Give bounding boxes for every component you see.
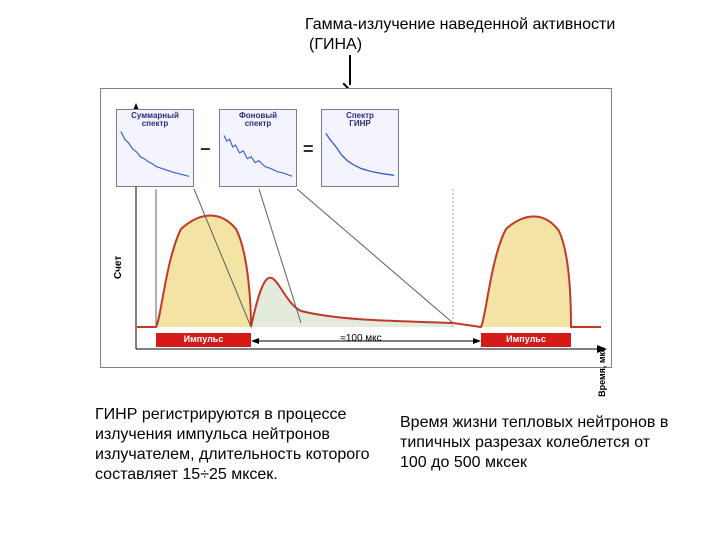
minus-op: −: [200, 139, 211, 160]
equals-op: =: [303, 139, 314, 160]
inset-bg-spectrum: Фоновый спектр: [219, 109, 297, 187]
inset-sum-svg: [117, 110, 193, 186]
inset-ginr-svg: [322, 110, 398, 186]
x-axis-label-text: Время, мкс: [597, 347, 607, 397]
title: Гамма-излучение наведенной активности (Г…: [305, 15, 675, 55]
inset-bg-svg: [220, 110, 296, 186]
y-axis-label: Счет: [113, 256, 124, 279]
pulse-label-1: Импульс: [156, 334, 251, 344]
inset-ginr-spectrum: Спектр ГИНР: [321, 109, 399, 187]
title-line1: Гамма-излучение наведенной активности: [305, 15, 675, 35]
pulse-label-2: Импульс: [481, 334, 571, 344]
caption-right: Время жизни тепловых нейтронов в типичны…: [400, 413, 670, 473]
inset-sum-spectrum: Суммарный спектр: [116, 109, 194, 187]
caption-left: ГИНР регистрируются в процессе излучения…: [95, 405, 375, 485]
page-root: Гамма-излучение наведенной активности (Г…: [0, 0, 720, 540]
gap-label: ≈100 мкс: [301, 333, 421, 344]
x-axis-label: Время, мкс: [597, 347, 607, 397]
title-line2: (ГИНА): [305, 35, 675, 55]
timing-figure: Счет Время, мкс Импульс Импульс ≈100 мкс…: [100, 88, 612, 368]
callout-arrow: [349, 55, 351, 85]
